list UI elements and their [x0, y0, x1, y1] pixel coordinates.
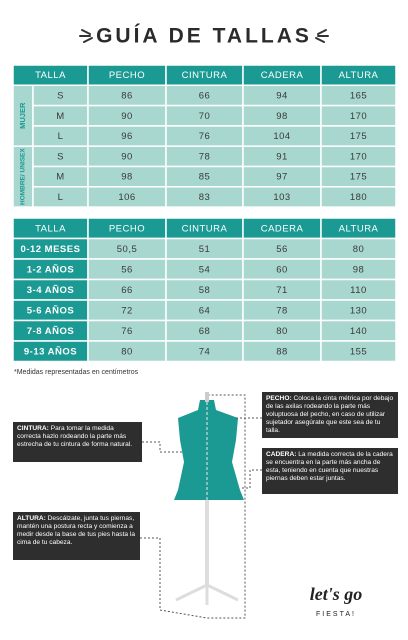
size-cell: M: [56, 172, 64, 183]
value-cell: 90: [121, 151, 133, 162]
value-cell: 56: [121, 264, 133, 275]
note: *Medidas representadas en centímetros: [14, 369, 139, 376]
size-cell: 5-6 AÑOS: [27, 305, 74, 316]
value-cell: 78: [276, 305, 288, 316]
value-cell: 72: [121, 305, 133, 316]
annotation-text: Para tomar la medida correcta hazlo rode…: [17, 425, 133, 448]
annotation-text: Descálzate, junta tus piernas, mantén un…: [17, 515, 136, 546]
annotation-label: CADERA:: [266, 451, 297, 458]
value-cell: 76: [199, 131, 211, 142]
size-cell: S: [57, 151, 64, 162]
value-cell: 110: [350, 285, 367, 296]
annotation: ALTURA: Descálzate, junta tus piernas, m…: [13, 512, 140, 560]
value-cell: 165: [350, 90, 367, 101]
value-cell: 170: [350, 111, 367, 122]
value-cell: 140: [350, 326, 367, 337]
column-header: PECHO: [109, 223, 145, 234]
size-cell: M: [56, 111, 64, 122]
column-header: PECHO: [109, 70, 145, 81]
annotation: CADERA: La medida correcta de la cadera …: [262, 448, 398, 494]
size-cell: 9-13 AÑOS: [24, 346, 77, 357]
value-cell-bg: [320, 186, 397, 208]
value-cell: 66: [199, 90, 211, 101]
value-cell: 180: [350, 192, 367, 203]
mannequin: [174, 392, 244, 605]
value-cell: 98: [276, 111, 288, 122]
group-label: MUJER: [18, 102, 27, 129]
column-header: CADERA: [261, 70, 304, 81]
value-cell: 130: [350, 305, 367, 316]
value-cell: 58: [199, 285, 211, 296]
value-cell: 94: [276, 90, 288, 101]
value-cell: 106: [118, 192, 135, 203]
value-cell: 78: [199, 151, 211, 162]
value-cell: 175: [350, 172, 367, 183]
logo-sub: FIESTA!: [316, 611, 356, 618]
value-cell: 56: [276, 244, 288, 255]
size-cell: 1-2 AÑOS: [27, 264, 74, 275]
value-cell-bg: [320, 340, 397, 363]
size-cell: S: [57, 90, 64, 101]
value-cell: 83: [199, 192, 211, 203]
column-header: CINTURA: [182, 70, 228, 81]
value-cell: 50,5: [117, 244, 138, 255]
value-cell: 66: [121, 285, 133, 296]
value-cell: 60: [276, 264, 288, 275]
value-cell: 68: [199, 326, 211, 337]
annotation-label: ALTURA:: [17, 515, 46, 522]
column-header: TALLA: [35, 223, 66, 234]
value-cell: 88: [276, 346, 288, 357]
value-cell: 96: [121, 131, 133, 142]
value-cell: 90: [121, 111, 133, 122]
size-cell: L: [58, 131, 64, 142]
annotation-label: CINTURA:: [17, 425, 49, 432]
value-cell: 76: [121, 326, 133, 337]
logo-main: let's go: [310, 584, 363, 604]
title: GUÍA DE TALLAS: [96, 25, 312, 48]
value-cell: 80: [276, 326, 288, 337]
value-cell: 104: [273, 131, 290, 142]
value-cell: 98: [121, 172, 133, 183]
logo: let's go FIESTA!: [310, 584, 363, 618]
value-cell: 70: [199, 111, 211, 122]
size-cell: L: [58, 192, 64, 203]
column-header: CINTURA: [182, 223, 228, 234]
value-cell: 98: [353, 264, 365, 275]
value-cell: 64: [199, 305, 211, 316]
value-cell: 175: [350, 131, 367, 142]
column-header: ALTURA: [339, 223, 379, 234]
value-cell: 86: [121, 90, 133, 101]
title-decoration: [79, 29, 329, 43]
size-cell: 0-12 MESES: [21, 244, 81, 255]
value-cell: 71: [276, 285, 288, 296]
pointer-lines: [140, 394, 262, 619]
value-cell: 155: [350, 346, 367, 357]
value-cell: 85: [199, 172, 211, 183]
value-cell: 80: [121, 346, 133, 357]
value-cell: 97: [276, 172, 288, 183]
value-cell: 51: [199, 244, 211, 255]
annotation-text: Coloca la cinta métrica por debajo de la…: [266, 395, 394, 434]
value-cell: 54: [199, 264, 211, 275]
group-label: HOMBRE/ UNISEX: [20, 148, 27, 205]
annotation: CINTURA: Para tomar la medida correcta h…: [13, 422, 142, 462]
annotation-label: PECHO:: [266, 395, 292, 402]
annotation-text: La medida correcta de la cadera se encue…: [266, 451, 393, 482]
value-cell: 80: [353, 244, 365, 255]
column-header: TALLA: [35, 70, 66, 81]
value-cell: 74: [199, 346, 211, 357]
size-cell: 7-8 AÑOS: [27, 326, 74, 337]
annotation: PECHO: Coloca la cinta métrica por debaj…: [262, 392, 398, 438]
column-header: CADERA: [261, 223, 304, 234]
size-cell: 3-4 AÑOS: [27, 285, 74, 296]
column-header: ALTURA: [339, 70, 379, 81]
value-cell: 170: [350, 151, 367, 162]
value-cell: 103: [273, 192, 290, 203]
value-cell: 91: [276, 151, 288, 162]
